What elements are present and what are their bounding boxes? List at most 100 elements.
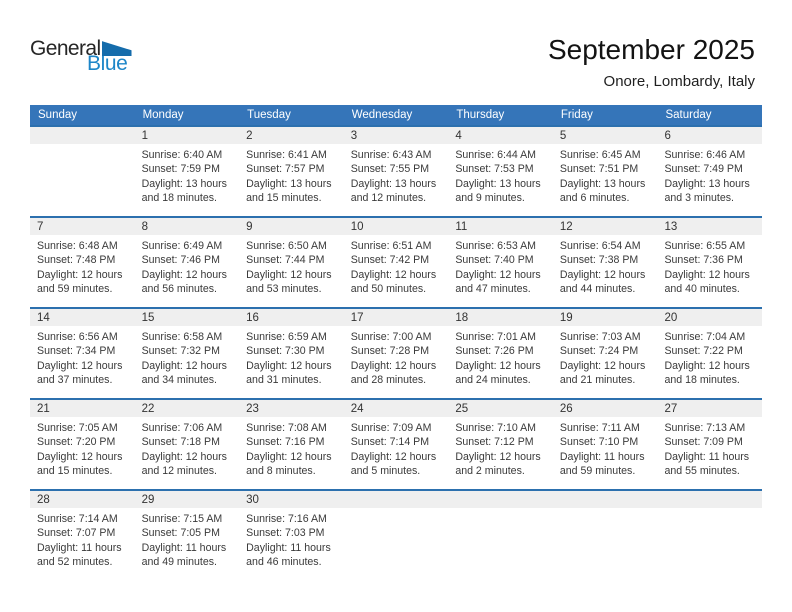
day-detail-line: Sunset: 7:53 PM — [455, 163, 534, 176]
day-detail-line: Sunset: 7:28 PM — [350, 345, 430, 358]
day-cell: 8 Sunrise: 6:49 AM Sunset: 7:46 PM Daylight… — [134, 218, 240, 307]
date-strip — [343, 491, 449, 508]
day-detail-line: Sunrise: 6:56 AM — [37, 331, 118, 343]
day-detail-line: Sunrise: 6:50 AM — [246, 240, 327, 252]
day-detail-line: Daylight: 13 hours — [559, 177, 646, 190]
day-detail-line: Daylight: 12 hours — [141, 450, 227, 463]
day-detail-line: and 44 minutes. — [559, 283, 636, 296]
day-detail-line: Daylight: 11 hours — [246, 541, 331, 554]
day-detail-line: and 5 minutes. — [350, 465, 421, 478]
date-strip — [657, 491, 763, 508]
day-detail-line: Sunrise: 6:54 AM — [559, 240, 641, 252]
date-number: 13 — [664, 221, 678, 233]
day-details: Sunrise: 6:50 AM Sunset: 7:44 PM Daylight:… — [239, 235, 344, 297]
day-detail-line: Sunrise: 7:13 AM — [664, 422, 746, 434]
day-detail-line: and 15 minutes. — [246, 192, 322, 205]
day-detail-line: Daylight: 12 hours — [141, 359, 227, 372]
day-cell: 25 Sunrise: 7:10 AM Sunset: 7:12 PM Dayligh… — [448, 400, 553, 489]
day-details: Sunrise: 6:53 AM Sunset: 7:40 PM Daylight:… — [448, 235, 553, 297]
date-number: 19 — [559, 312, 573, 324]
day-detail-line: and 56 minutes. — [141, 283, 217, 296]
date-number: 11 — [455, 221, 468, 233]
day-cell: 28 Sunrise: 7:14 AM Sunset: 7:07 PM Dayligh… — [30, 491, 135, 580]
date-strip: 17 — [343, 309, 449, 326]
general-blue-logo: General Blue — [30, 38, 132, 75]
date-number: 15 — [141, 312, 155, 324]
date-strip: 3 — [343, 127, 449, 144]
date-strip: 14 — [30, 309, 135, 326]
week-row: 28 Sunrise: 7:14 AM Sunset: 7:07 PM Dayligh… — [30, 489, 763, 580]
date-strip: 10 — [343, 218, 449, 235]
day-cell: 23 Sunrise: 7:08 AM Sunset: 7:16 PM Dayligh… — [239, 400, 344, 489]
title-block: September 2025 Onore, Lombardy, Italy — [548, 34, 755, 90]
date-strip: 11 — [448, 218, 553, 235]
day-detail-line: Daylight: 12 hours — [37, 450, 123, 463]
day-detail-line: Sunrise: 7:14 AM — [37, 513, 118, 525]
date-strip: 28 — [30, 491, 135, 508]
day-detail-line: Sunset: 7:57 PM — [246, 163, 325, 176]
day-detail-line: Sunset: 7:05 PM — [141, 527, 220, 540]
day-details: Sunrise: 7:15 AM Sunset: 7:05 PM Daylight:… — [135, 508, 240, 570]
day-details: Sunrise: 6:45 AM Sunset: 7:51 PM Daylight:… — [553, 144, 658, 206]
day-detail-line: and 21 minutes. — [559, 374, 636, 387]
date-strip: 5 — [552, 127, 658, 144]
day-detail-line: and 59 minutes. — [559, 465, 636, 478]
day-details: Sunrise: 7:06 AM Sunset: 7:18 PM Daylight:… — [135, 417, 240, 479]
date-number: 18 — [455, 312, 469, 324]
day-detail-line: Daylight: 12 hours — [141, 268, 227, 281]
day-detail-line: Daylight: 11 hours — [141, 541, 227, 554]
day-detail-line: Daylight: 12 hours — [37, 359, 123, 372]
day-cell: 2 Sunrise: 6:41 AM Sunset: 7:57 PM Daylight… — [239, 127, 344, 216]
day-detail-line: Daylight: 11 hours — [559, 450, 645, 463]
date-strip: 7 — [30, 218, 135, 235]
date-number: 24 — [350, 403, 364, 415]
day-cell: 19 Sunrise: 7:03 AM Sunset: 7:24 PM Dayligh… — [552, 309, 658, 398]
date-strip: 25 — [448, 400, 553, 417]
day-detail-line: and 15 minutes. — [37, 465, 113, 478]
day-cell: 17 Sunrise: 7:00 AM Sunset: 7:28 PM Dayligh… — [343, 309, 449, 398]
date-number: 10 — [350, 221, 364, 233]
day-detail-line: Sunrise: 6:58 AM — [141, 331, 223, 343]
day-detail-line: and 46 minutes. — [246, 556, 322, 569]
date-strip: 22 — [134, 400, 240, 417]
day-detail-line: Daylight: 11 hours — [664, 450, 750, 463]
day-cell: 30 Sunrise: 7:16 AM Sunset: 7:03 PM Dayligh… — [239, 491, 344, 580]
date-strip: 12 — [552, 218, 658, 235]
day-detail-line: Sunset: 7:09 PM — [664, 436, 743, 449]
day-cell-empty — [30, 127, 135, 216]
day-cell-empty — [552, 491, 658, 580]
day-detail-line: and 53 minutes. — [246, 283, 322, 296]
day-detail-line: and 34 minutes. — [141, 374, 217, 387]
day-detail-line: and 49 minutes. — [141, 556, 217, 569]
date-number: 30 — [246, 494, 259, 506]
date-strip: 19 — [552, 309, 658, 326]
day-detail-line: Sunset: 7:46 PM — [141, 254, 220, 267]
day-detail-line: and 50 minutes. — [350, 283, 427, 296]
date-number: 23 — [246, 403, 259, 415]
week-row: 1 Sunrise: 6:40 AM Sunset: 7:59 PM Daylight… — [30, 125, 763, 216]
date-number: 26 — [559, 403, 573, 415]
day-details: Sunrise: 7:03 AM Sunset: 7:24 PM Daylight:… — [553, 326, 658, 388]
date-strip: 16 — [239, 309, 344, 326]
date-number: 7 — [37, 221, 44, 233]
logo-text-general: General — [30, 37, 101, 60]
day-detail-line: Sunset: 7:30 PM — [246, 345, 325, 358]
day-details: Sunrise: 7:05 AM Sunset: 7:20 PM Daylight:… — [30, 417, 135, 479]
day-detail-line: Sunrise: 7:09 AM — [350, 422, 432, 434]
date-strip: 23 — [239, 400, 344, 417]
day-details: Sunrise: 7:13 AM Sunset: 7:09 PM Daylight:… — [657, 417, 762, 479]
date-number: 16 — [246, 312, 259, 324]
weekday-header-wednesday: Wednesday — [351, 109, 413, 121]
date-number: 6 — [664, 130, 671, 142]
day-cell: 24 Sunrise: 7:09 AM Sunset: 7:14 PM Dayligh… — [343, 400, 449, 489]
day-cell-empty — [657, 491, 763, 580]
weekday-header-thursday: Thursday — [456, 109, 505, 121]
day-detail-line: Sunrise: 7:06 AM — [141, 422, 223, 434]
day-cell-empty — [448, 491, 553, 580]
day-detail-line: Sunrise: 7:00 AM — [350, 331, 432, 343]
day-cell: 11 Sunrise: 6:53 AM Sunset: 7:40 PM Dayligh… — [448, 218, 553, 307]
day-detail-line: Sunset: 7:51 PM — [559, 163, 639, 176]
date-strip: 20 — [657, 309, 763, 326]
day-detail-line: Sunrise: 6:45 AM — [559, 149, 641, 161]
date-number: 25 — [455, 403, 469, 415]
